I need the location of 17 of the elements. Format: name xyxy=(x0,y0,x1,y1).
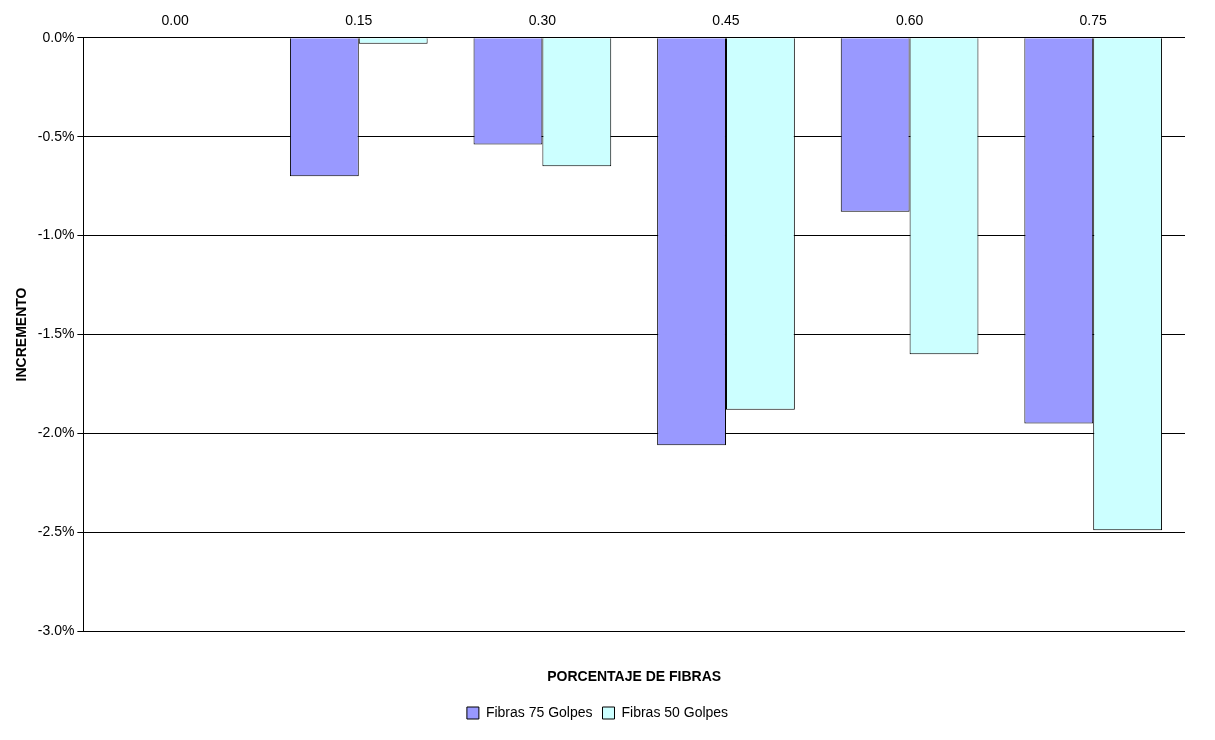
x-tick-label: 0.15 xyxy=(345,12,373,29)
legend-label: Fibras 75 Golpes xyxy=(485,703,593,720)
y-tick-label: -2.0% xyxy=(37,424,75,441)
legend-label: Fibras 50 Golpes xyxy=(621,703,729,720)
y-tick-label: -1.5% xyxy=(37,325,75,342)
x-tick-label: 0.00 xyxy=(161,12,190,29)
y-tick-label: -1.0% xyxy=(37,226,75,243)
x-tick-label: 0.75 xyxy=(1079,12,1108,29)
y-axis-title: INCREMENTO xyxy=(13,287,30,382)
y-tick-label: -2.5% xyxy=(37,523,75,540)
y-tick-label: 0.0% xyxy=(42,28,75,45)
y-tick-label: -0.5% xyxy=(37,127,75,144)
x-tick-label: 0.30 xyxy=(528,12,557,29)
y-tick-label: -3.0% xyxy=(37,622,75,639)
x-tick-label: 0.45 xyxy=(712,12,740,29)
x-axis-title: PORCENTAJE DE FIBRAS xyxy=(547,668,722,685)
x-tick-label: 0.60 xyxy=(895,12,924,29)
